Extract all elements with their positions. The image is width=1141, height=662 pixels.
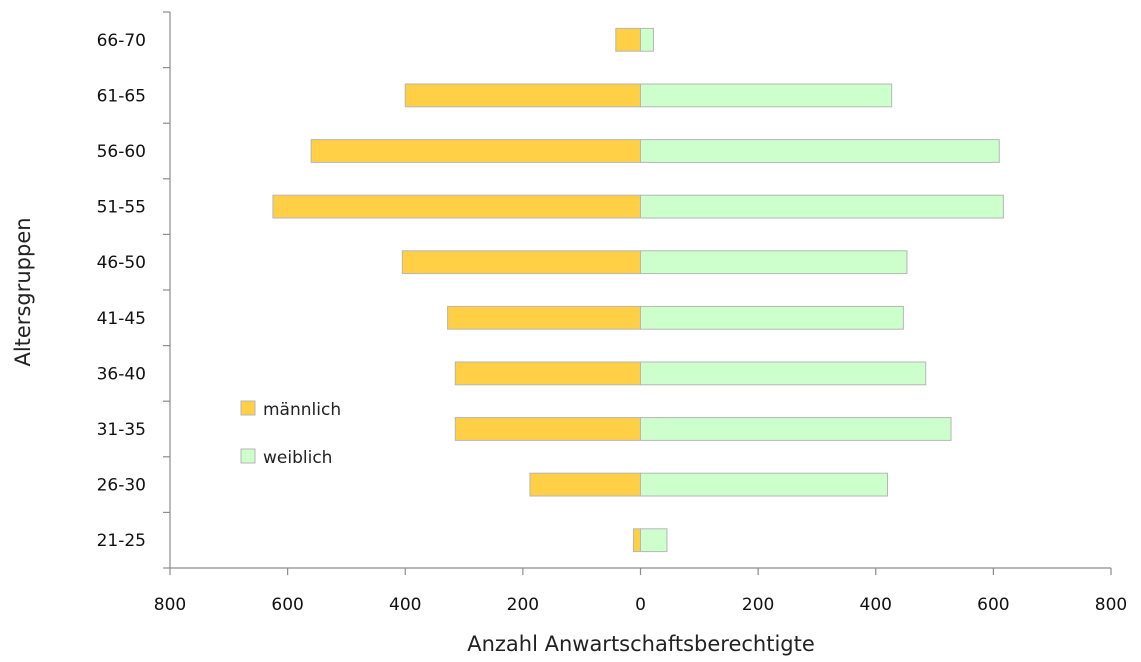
y-tick-label: 21-25 <box>97 531 146 551</box>
x-tick-label: 200 <box>742 595 774 615</box>
x-tick-label: 400 <box>860 595 892 615</box>
bar-maennlich-31-35 <box>454 417 641 441</box>
bar-maennlich-66-70 <box>615 27 642 52</box>
bar-weiblich-36-40 <box>640 361 927 386</box>
bar-weiblich-61-65 <box>640 83 893 108</box>
bars-layer <box>272 27 1004 553</box>
bar-maennlich-41-45 <box>447 305 641 330</box>
bar-maennlich-51-55 <box>272 194 641 219</box>
bar-weiblich-56-60 <box>640 139 1000 163</box>
legend: männlich weiblich <box>240 400 341 468</box>
bar-maennlich-56-60 <box>310 139 641 163</box>
x-tick-label: 600 <box>271 595 303 615</box>
bar-weiblich-21-25 <box>640 528 668 553</box>
y-tick-label: 46-50 <box>97 253 146 273</box>
bar-weiblich-41-45 <box>640 305 904 330</box>
y-tick-label: 31-35 <box>97 420 146 440</box>
y-tick-label: 61-65 <box>97 86 146 106</box>
legend-label-maennlich: männlich <box>263 400 341 420</box>
x-tick-label: 800 <box>1095 595 1127 615</box>
legend-label-weiblich: weiblich <box>263 448 332 468</box>
y-tick-label: 36-40 <box>97 364 146 384</box>
bar-weiblich-31-35 <box>640 417 952 441</box>
y-axis-title: Altersgruppen <box>11 217 35 366</box>
x-tick-labels: 800 600 400 200 0 200 400 600 800 <box>154 595 1127 615</box>
bar-maennlich-26-30 <box>529 472 641 497</box>
bar-maennlich-61-65 <box>404 83 641 108</box>
bar-weiblich-46-50 <box>640 250 908 275</box>
x-tick-label: 400 <box>389 595 421 615</box>
y-tick-label: 66-70 <box>97 31 146 51</box>
bar-weiblich-26-30 <box>640 472 889 497</box>
x-tick-label: 800 <box>154 595 186 615</box>
x-tick-label: 200 <box>507 595 539 615</box>
y-tick-labels: 21-25 26-30 31-35 36-40 41-45 46-50 51-55 56-60… <box>97 31 146 551</box>
bar-maennlich-36-40 <box>454 361 641 386</box>
y-tick-label: 56-60 <box>97 142 146 162</box>
x-tick-label: 0 <box>635 595 646 615</box>
y-tick-label: 41-45 <box>97 309 146 329</box>
y-tick-label: 51-55 <box>97 198 146 218</box>
axes-layer <box>163 11 1112 575</box>
bar-weiblich-51-55 <box>640 194 1004 219</box>
bar-maennlich-21-25 <box>632 528 642 553</box>
x-tick-label: 600 <box>977 595 1009 615</box>
legend-swatch-maennlich <box>240 400 256 416</box>
x-axis-title: Anzahl Anwartschaftsberechtigte <box>467 632 815 656</box>
legend-swatch-weiblich <box>240 448 256 464</box>
bar-maennlich-46-50 <box>401 250 642 275</box>
y-tick-label: 26-30 <box>97 476 146 496</box>
bar-weiblich-66-70 <box>640 27 654 52</box>
